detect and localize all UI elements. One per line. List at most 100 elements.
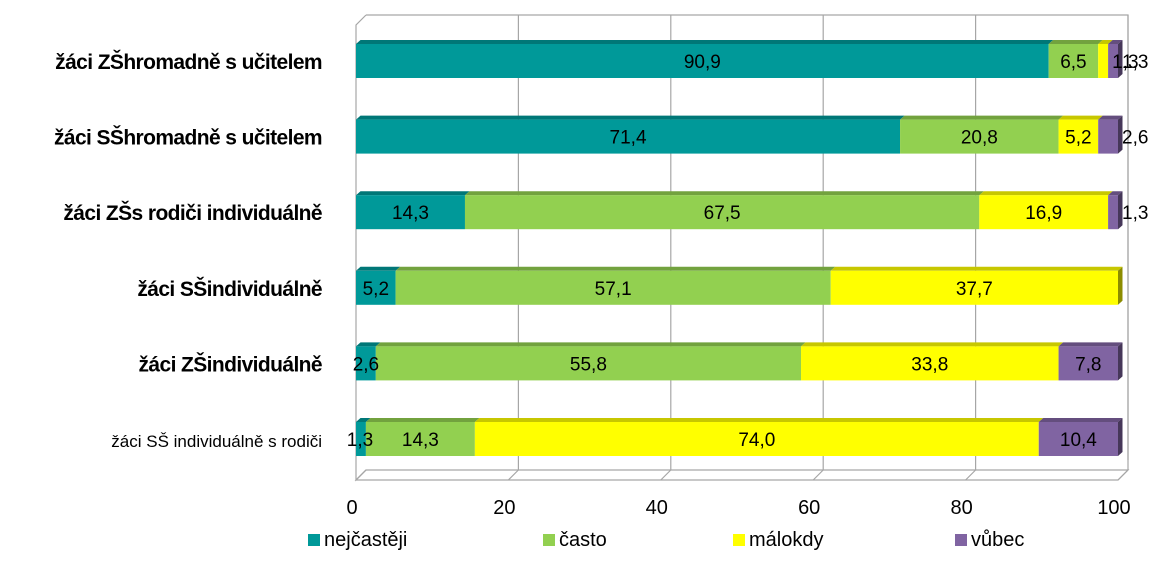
bar-top-face: [464, 191, 984, 196]
bar-front-face: [801, 346, 1059, 381]
bar-segment-vůbec: [1038, 418, 1123, 456]
bar-top-face: [1108, 40, 1123, 44]
bar-segment-nejčastěji: [356, 342, 381, 381]
data-label: 67,5: [704, 203, 741, 224]
bar-segment-často: [900, 115, 1064, 154]
data-label: 20,8: [961, 128, 998, 149]
bar-row: [356, 40, 1123, 78]
bar-front-face: [356, 119, 901, 154]
category-label: žáci SŠ individuálně s rodiči: [111, 432, 322, 451]
bar-top-face: [1108, 191, 1123, 196]
gridline-floor: [355, 469, 367, 481]
bar-row: [356, 342, 1123, 381]
data-label: 10,4: [1060, 430, 1097, 451]
legend-label: málokdy: [749, 529, 823, 551]
data-label: 37,7: [956, 279, 993, 300]
back-wall-outline: [366, 14, 1129, 460]
bar-top-face: [1098, 115, 1123, 120]
data-label: 16,9: [1025, 203, 1062, 224]
bar-side-face: [1118, 40, 1123, 78]
data-label: 55,8: [570, 354, 607, 375]
bar-top-face: [356, 342, 381, 347]
x-axis-ticks: 0 20 40 60 80 100: [346, 497, 1130, 519]
bar-segment-málokdy: [830, 266, 1123, 305]
data-label: 7,8: [1075, 354, 1101, 375]
data-label: 1,3: [347, 430, 373, 451]
bar-top-face: [356, 115, 905, 120]
x-tick-label: 40: [646, 497, 668, 519]
bar-segment-vůbec: [1058, 342, 1123, 381]
bar-segment-málokdy: [1058, 115, 1103, 154]
x-tick-label: 100: [1097, 497, 1130, 519]
x-tick-label: 60: [798, 497, 820, 519]
bar-top-face: [1098, 40, 1113, 44]
data-label: 1,3: [1122, 203, 1148, 224]
data-label: 2,6: [1122, 128, 1148, 149]
category-label: žáci SŠhromadně s učitelem: [54, 126, 322, 150]
bar-top-face: [1058, 115, 1103, 120]
bar-side-face: [1118, 418, 1123, 456]
bar-front-face: [356, 195, 465, 230]
bar-top-face: [356, 40, 1054, 44]
bar-segment-často: [365, 418, 480, 456]
bar-front-face: [395, 270, 831, 305]
data-label: 1,3: [1122, 52, 1148, 73]
bar-top-face: [375, 342, 806, 347]
bar-front-face: [830, 270, 1118, 305]
value-labels: 90,9 6,5 1,31,371,4 20,8 5,2 2,614,3 67,5 16,9 1…: [347, 52, 1149, 451]
bar-front-face: [1058, 119, 1099, 154]
bar-front-face: [1058, 346, 1118, 381]
bar-side-face: [1118, 266, 1123, 305]
bar-row: [356, 191, 1123, 230]
gridline-floor: [507, 469, 519, 481]
bar-top-face: [1038, 418, 1123, 422]
bar-segment-málokdy: [474, 418, 1044, 456]
bar-front-face: [1038, 422, 1118, 456]
bar-segment-málokdy: [1098, 40, 1113, 78]
bar-top-face: [1048, 40, 1103, 44]
gridline-floor: [660, 469, 672, 481]
data-label: 14,3: [392, 203, 429, 224]
data-label: 6,5: [1060, 52, 1086, 73]
bar-top-face: [356, 418, 371, 422]
bar-segment-nejčastěji: [356, 266, 401, 305]
bar-front-face: [365, 422, 475, 456]
bar-top-face: [1058, 342, 1123, 347]
bar-segment-málokdy: [979, 191, 1113, 230]
data-label: 1,3: [1112, 52, 1138, 73]
bar-side-face: [1118, 191, 1123, 230]
bar-side-face: [1118, 115, 1123, 154]
data-label: 71,4: [610, 128, 647, 149]
bar-front-face: [375, 346, 802, 381]
bar-front-face: [356, 44, 1049, 78]
legend-label: vůbec: [971, 529, 1024, 551]
bar-segment-často: [1048, 40, 1103, 78]
gridlines: [355, 15, 1129, 481]
bar-front-face: [356, 422, 366, 456]
legend-item: vůbec: [955, 529, 1024, 551]
bar-front-face: [979, 195, 1109, 230]
bar-segment-málokdy: [801, 342, 1064, 381]
legend-item: málokdy: [733, 529, 823, 551]
bar-segment-vůbec: [1098, 115, 1123, 154]
legend-item: nejčastěji: [308, 529, 407, 551]
bar-top-face: [979, 191, 1113, 196]
bar-front-face: [356, 270, 396, 305]
data-label: 14,3: [402, 430, 439, 451]
bar-row: [356, 418, 1123, 456]
x-tick-label: 0: [346, 497, 357, 519]
data-label: 5,2: [363, 279, 389, 300]
category-label: žáci SŠindividuálně: [137, 277, 322, 301]
bar-segment-nejčastěji: [356, 418, 371, 456]
bar-top-face: [356, 191, 470, 196]
bars: [356, 40, 1123, 456]
x-tick-label: 20: [493, 497, 515, 519]
bar-front-face: [900, 119, 1059, 154]
bar-front-face: [356, 346, 376, 381]
legend: nejčastěji často málokdy vůbec: [308, 529, 1024, 551]
legend-swatch: [733, 534, 745, 546]
bar-top-face: [801, 342, 1064, 347]
bar-segment-nejčastěji: [356, 115, 905, 154]
legend-swatch: [308, 534, 320, 546]
